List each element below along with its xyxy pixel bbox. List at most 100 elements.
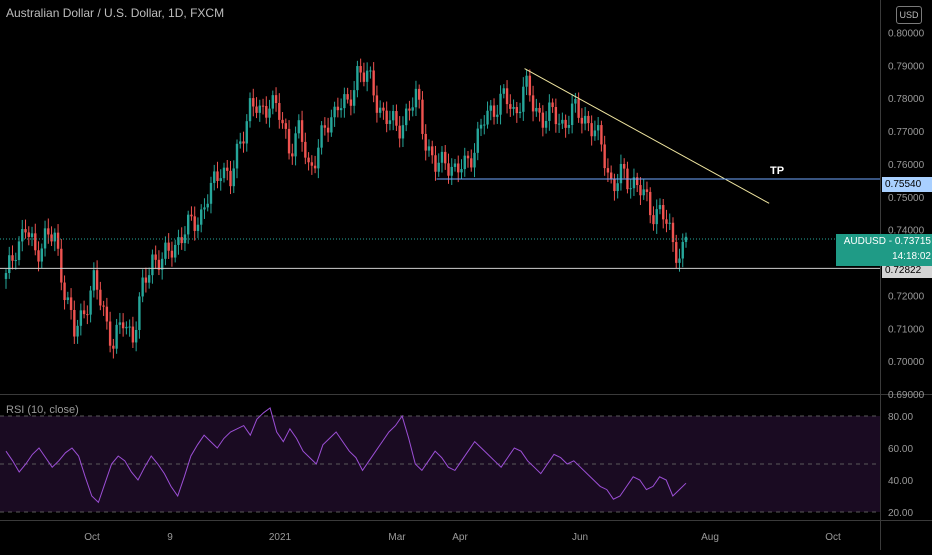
candle-body xyxy=(313,165,317,169)
candle-body xyxy=(187,214,190,235)
candle-body xyxy=(544,120,548,128)
candle-body xyxy=(476,128,479,153)
candle-body xyxy=(128,326,131,328)
candle-body xyxy=(21,229,24,242)
candle-body xyxy=(515,107,519,114)
candle-body xyxy=(356,66,359,91)
candle-body xyxy=(665,219,668,224)
candle-body xyxy=(320,125,323,148)
y-tick-label: 0.71000 xyxy=(888,324,925,335)
candle-body xyxy=(518,111,522,114)
candle-body xyxy=(164,242,167,259)
candle-body xyxy=(317,147,320,169)
candle-body xyxy=(125,326,128,329)
candle-body xyxy=(395,111,398,126)
candle-body xyxy=(596,125,600,131)
candle-body xyxy=(632,177,636,189)
candle-body xyxy=(678,258,681,263)
candle-body xyxy=(27,232,30,237)
candle-body xyxy=(47,228,50,235)
candle-body xyxy=(681,241,684,259)
candle-body xyxy=(509,104,512,109)
candle-body xyxy=(105,306,109,322)
candle-body xyxy=(587,115,590,124)
candle-body xyxy=(37,250,40,262)
candle-body xyxy=(242,141,245,144)
x-tick-label: 9 xyxy=(167,532,173,543)
candle-body xyxy=(14,260,17,262)
candle-body xyxy=(82,310,86,315)
candle-body xyxy=(473,152,476,168)
candle-body xyxy=(470,158,473,168)
x-tick-label: Oct xyxy=(825,532,841,543)
candle-body xyxy=(170,250,174,258)
candle-body xyxy=(180,237,183,244)
candle-body xyxy=(252,98,255,107)
candle-body xyxy=(177,237,180,245)
candle-body xyxy=(53,232,57,242)
candle-body xyxy=(8,255,11,274)
candle-body xyxy=(619,163,623,184)
candle-body xyxy=(600,125,603,145)
candle-body xyxy=(235,143,239,169)
candle-body xyxy=(561,119,564,124)
candle-body xyxy=(388,120,392,124)
y-tick-label: 0.78000 xyxy=(888,94,925,105)
candle-body xyxy=(291,153,294,157)
candle-body xyxy=(570,103,574,126)
candle-body xyxy=(141,277,144,297)
candle-body xyxy=(118,322,122,325)
candle-body xyxy=(66,297,70,301)
candle-body xyxy=(528,75,532,96)
candle-body xyxy=(418,88,421,100)
candle-body xyxy=(593,130,597,137)
candle-body xyxy=(447,163,450,176)
candle-body xyxy=(531,95,535,112)
candle-body xyxy=(352,90,356,106)
candle-body xyxy=(86,314,89,316)
candle-body xyxy=(492,105,496,117)
candle-body xyxy=(343,94,346,109)
candle-body xyxy=(372,70,375,96)
candle-body xyxy=(115,324,118,349)
candle-body xyxy=(564,119,567,128)
candle-body xyxy=(496,114,499,117)
candle-body xyxy=(79,310,83,326)
candle-body xyxy=(310,162,314,166)
candle-body xyxy=(151,254,154,276)
candle-body xyxy=(271,95,274,109)
candle-body xyxy=(297,120,301,134)
candle-body xyxy=(76,325,79,337)
candle-body xyxy=(95,270,99,290)
candle-body xyxy=(642,189,645,196)
candle-body xyxy=(401,125,405,139)
candle-body xyxy=(434,155,437,172)
countdown-label: 14:18:02 xyxy=(892,251,931,262)
symbol-label: AUDUSD xyxy=(843,236,886,247)
candle-body xyxy=(525,75,528,87)
candle-body xyxy=(330,117,333,133)
candle-body xyxy=(24,229,27,233)
candle-body xyxy=(684,236,688,242)
candle-body xyxy=(138,296,141,330)
candle-body xyxy=(108,321,112,346)
rsi-title: RSI (10, close) xyxy=(6,404,79,416)
candle-body xyxy=(278,103,281,120)
candle-body xyxy=(431,146,434,156)
currency-button[interactable]: USD xyxy=(896,6,922,24)
candle-body xyxy=(424,133,427,151)
candle-body xyxy=(43,228,47,249)
candle-body xyxy=(398,125,401,139)
candle-body xyxy=(378,107,382,113)
candle-body xyxy=(365,70,369,82)
candle-body xyxy=(444,151,447,164)
y-tick-label: 0.69000 xyxy=(888,390,925,401)
candle-body xyxy=(281,119,284,124)
candle-body xyxy=(193,216,196,231)
candle-body xyxy=(34,233,37,251)
candle-body xyxy=(157,259,161,270)
candle-body xyxy=(131,326,135,343)
x-tick-label: Jun xyxy=(572,532,588,543)
candle-body xyxy=(590,123,593,137)
candle-body xyxy=(489,105,492,111)
